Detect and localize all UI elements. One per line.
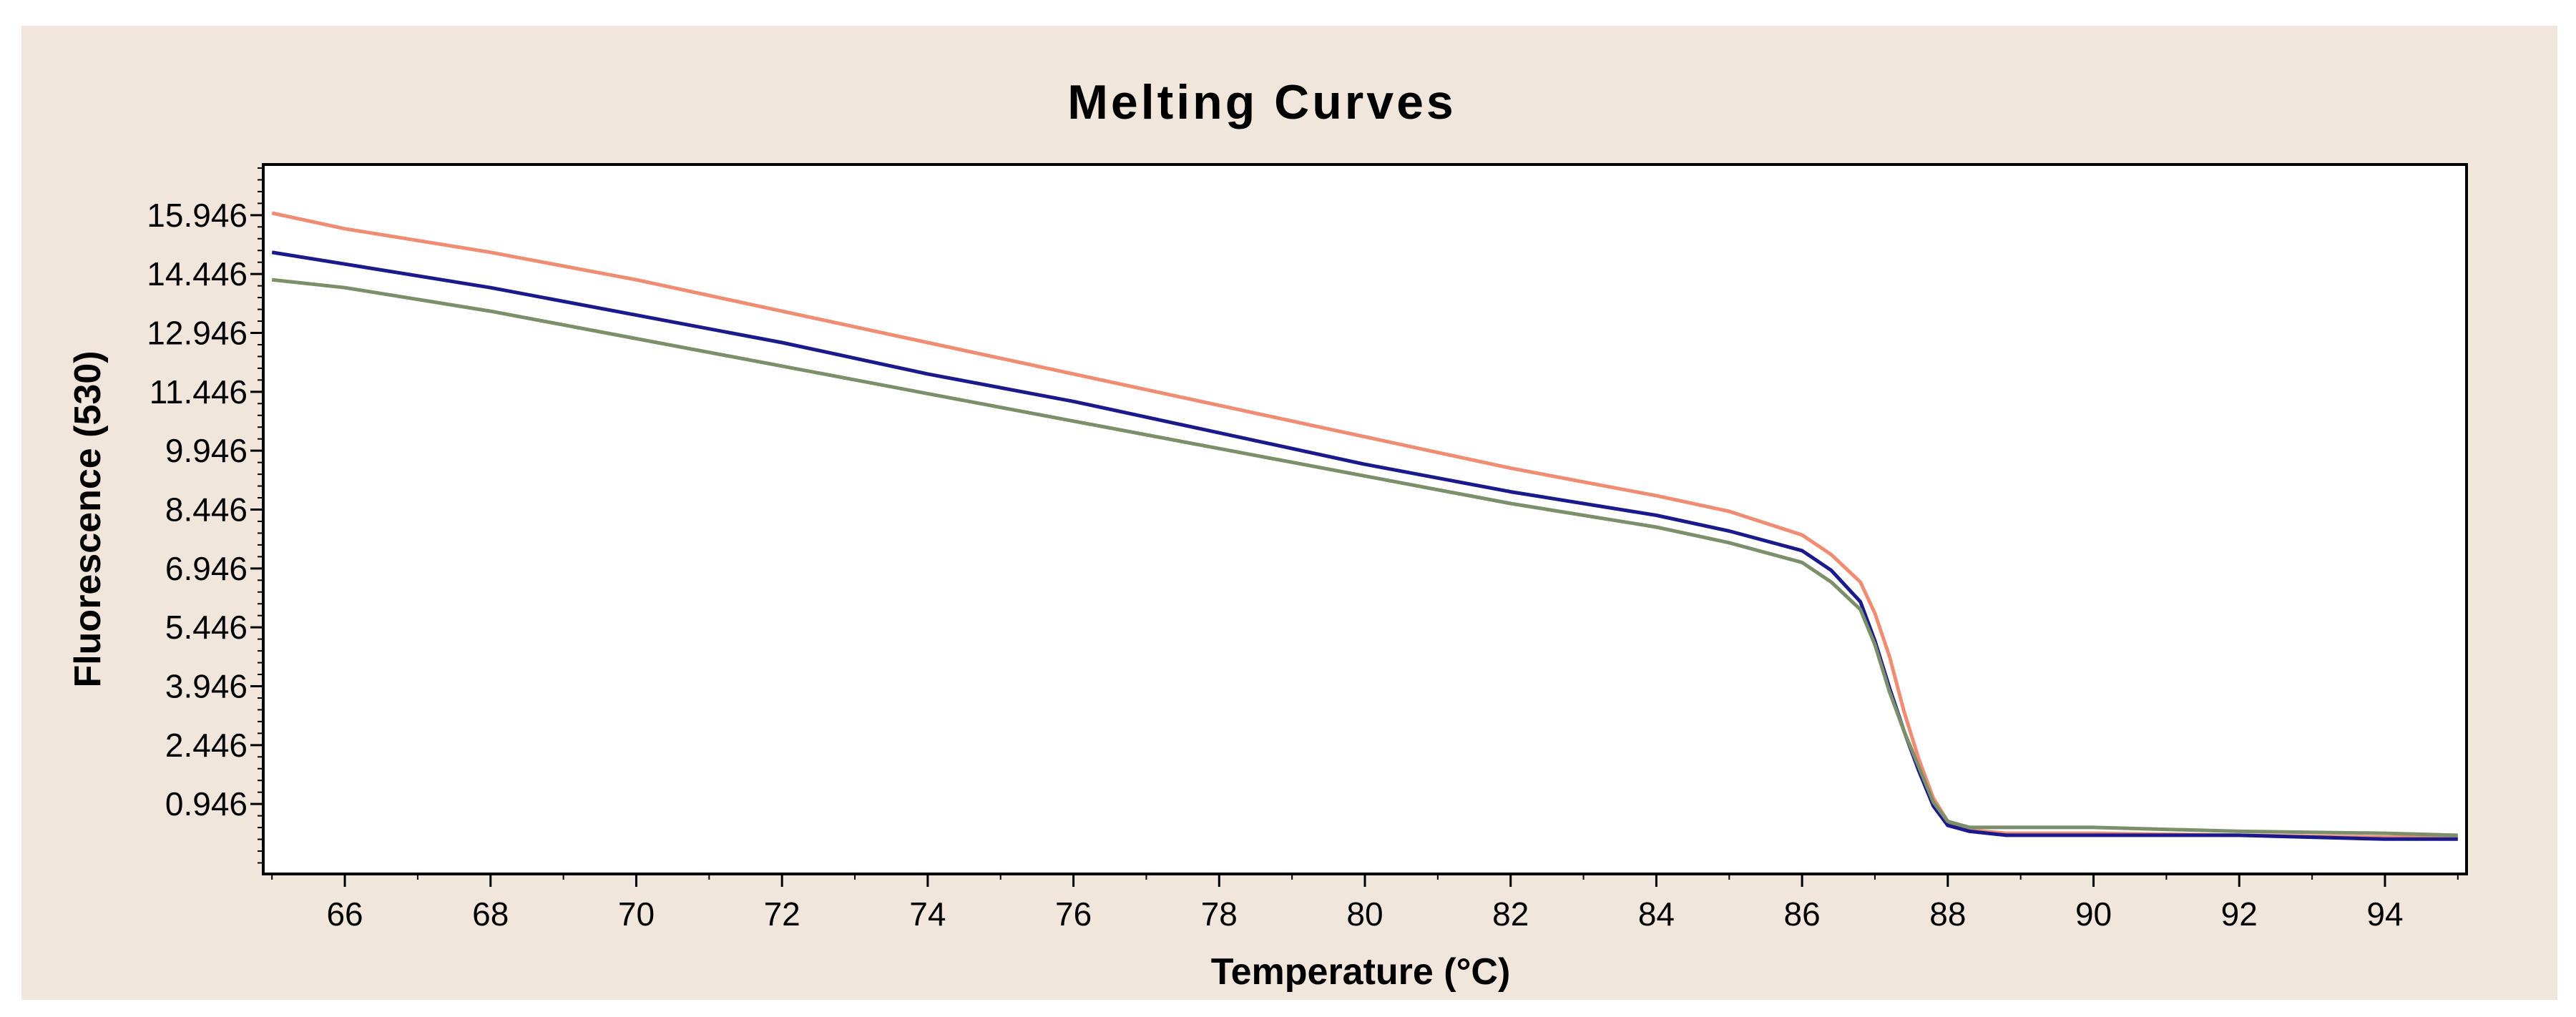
y-tick-label: 0.946 bbox=[165, 785, 248, 822]
x-tick-label: 68 bbox=[472, 895, 509, 933]
x-tick-label: 90 bbox=[2075, 895, 2112, 933]
series-line-sample-green bbox=[271, 277, 2458, 837]
y-tick-label: 2.446 bbox=[165, 727, 248, 764]
x-axis: 66 68 70 72 74 76 78 80 82 84 86 88 90 92 94 bbox=[271, 873, 2459, 933]
x-tick-label: 88 bbox=[1929, 895, 1966, 933]
y-tick-label: 5.446 bbox=[165, 609, 248, 646]
y-tick-label: 9.946 bbox=[165, 432, 248, 469]
y-tick-label: 14.446 bbox=[147, 255, 248, 293]
x-tick-label: 80 bbox=[1346, 895, 1383, 933]
x-tick-label: 76 bbox=[1055, 895, 1092, 933]
x-tick-label: 66 bbox=[326, 895, 363, 933]
plot-area bbox=[262, 163, 2468, 875]
series-layer bbox=[271, 211, 2458, 841]
y-tick-label: 12.946 bbox=[147, 314, 248, 351]
chart-title: Melting Curves bbox=[1067, 75, 1456, 129]
x-tick-label: 74 bbox=[909, 895, 946, 933]
y-tick-label: 11.446 bbox=[150, 373, 248, 411]
x-tick-label: 84 bbox=[1638, 895, 1675, 933]
y-tick-label: 6.946 bbox=[165, 550, 248, 587]
x-tick-label: 78 bbox=[1201, 895, 1238, 933]
x-tick-label: 82 bbox=[1492, 895, 1529, 933]
y-axis: 0.946 2.446 3.946 5.446 6.946 8.446 9.946 11.44… bbox=[147, 167, 265, 864]
x-tick-label: 70 bbox=[618, 895, 655, 933]
x-tick-label: 92 bbox=[2221, 895, 2258, 933]
series-line-sample-navy bbox=[271, 250, 2458, 841]
y-axis-label: Fluorescence (530) bbox=[67, 350, 109, 687]
x-tick-label: 94 bbox=[2366, 895, 2403, 933]
x-tick-label: 86 bbox=[1784, 895, 1821, 933]
y-tick-label: 8.446 bbox=[165, 491, 248, 528]
x-axis-label: Temperature (°C) bbox=[1211, 951, 1511, 993]
y-tick-label: 15.946 bbox=[147, 197, 248, 234]
x-tick-label: 72 bbox=[764, 895, 800, 933]
y-tick-label: 3.946 bbox=[165, 667, 248, 704]
